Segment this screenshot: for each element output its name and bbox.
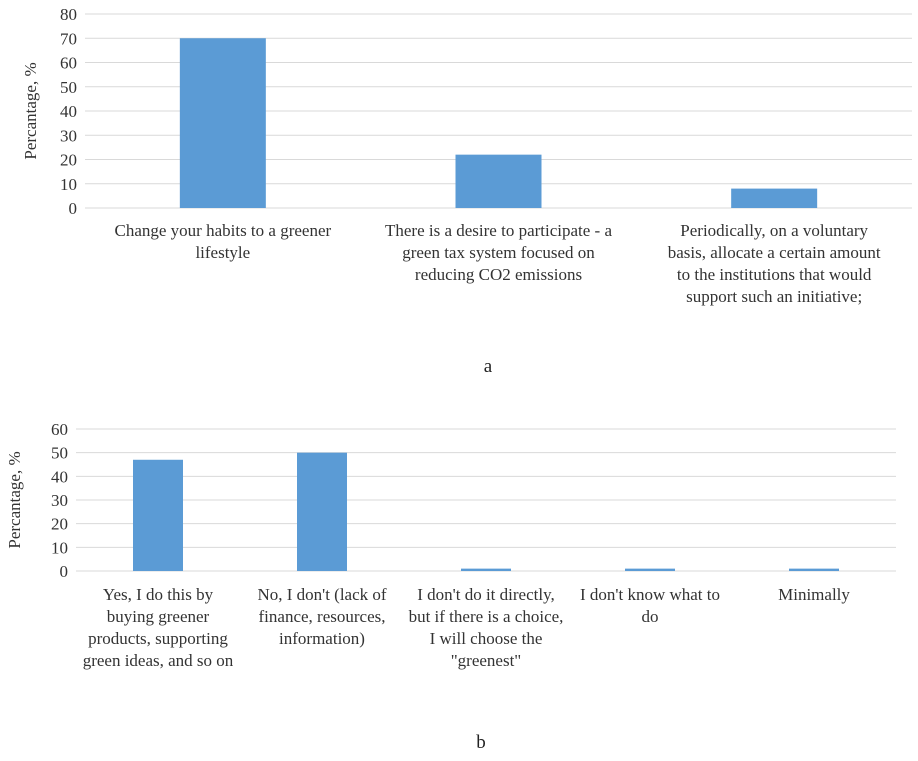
y-tick-label: 50 — [51, 444, 68, 463]
bar — [297, 452, 347, 571]
y-tick-label: 40 — [60, 102, 77, 121]
x-category-label: Periodically, on a voluntary basis, allo… — [667, 221, 881, 306]
y-tick-label: 50 — [60, 78, 77, 97]
x-category-label: Change your habits to a greener lifestyl… — [114, 221, 332, 262]
x-category-label: I don't do it directly, but if there is … — [408, 585, 564, 670]
x-category-label: No, I don't (lack of finance, resources,… — [257, 585, 387, 648]
y-tick-label: 0 — [69, 199, 78, 218]
panel-label-b: b — [476, 732, 486, 753]
x-category-label: I don't know what to do — [580, 585, 720, 626]
y-tick-label: 80 — [60, 5, 77, 24]
chart-a: 0 10 20 30 40 50 60 70 80 Percantage, % — [21, 5, 912, 218]
x-category-label: There is a desire to participate - a gre… — [384, 221, 613, 284]
bar — [789, 568, 839, 571]
x-category-label: Yes, I do this by buying greener product… — [82, 585, 234, 670]
y-tick-label: 40 — [51, 467, 68, 486]
y-tick-label: 30 — [51, 491, 68, 510]
bar — [455, 154, 542, 208]
y-tick-label: 60 — [60, 54, 77, 73]
y-tick-label: 10 — [51, 538, 68, 557]
y-tick-label: 0 — [60, 562, 69, 581]
y-tick-label: 30 — [60, 126, 77, 145]
x-category-label: Minimally — [778, 585, 850, 604]
bar — [731, 188, 818, 208]
y-tick-label: 60 — [51, 420, 68, 439]
y-tick-label: 10 — [60, 175, 77, 194]
bar — [461, 568, 511, 571]
y-tick-label: 20 — [51, 515, 68, 534]
bar — [625, 568, 675, 571]
bar — [133, 459, 183, 571]
y-tick-label: 20 — [60, 151, 77, 170]
y-axis-title: Percantage, % — [5, 451, 24, 548]
panel-label-a: a — [483, 356, 493, 377]
y-tick-label: 70 — [60, 29, 77, 48]
y-axis-title: Percantage, % — [21, 62, 40, 159]
bar — [179, 38, 266, 208]
